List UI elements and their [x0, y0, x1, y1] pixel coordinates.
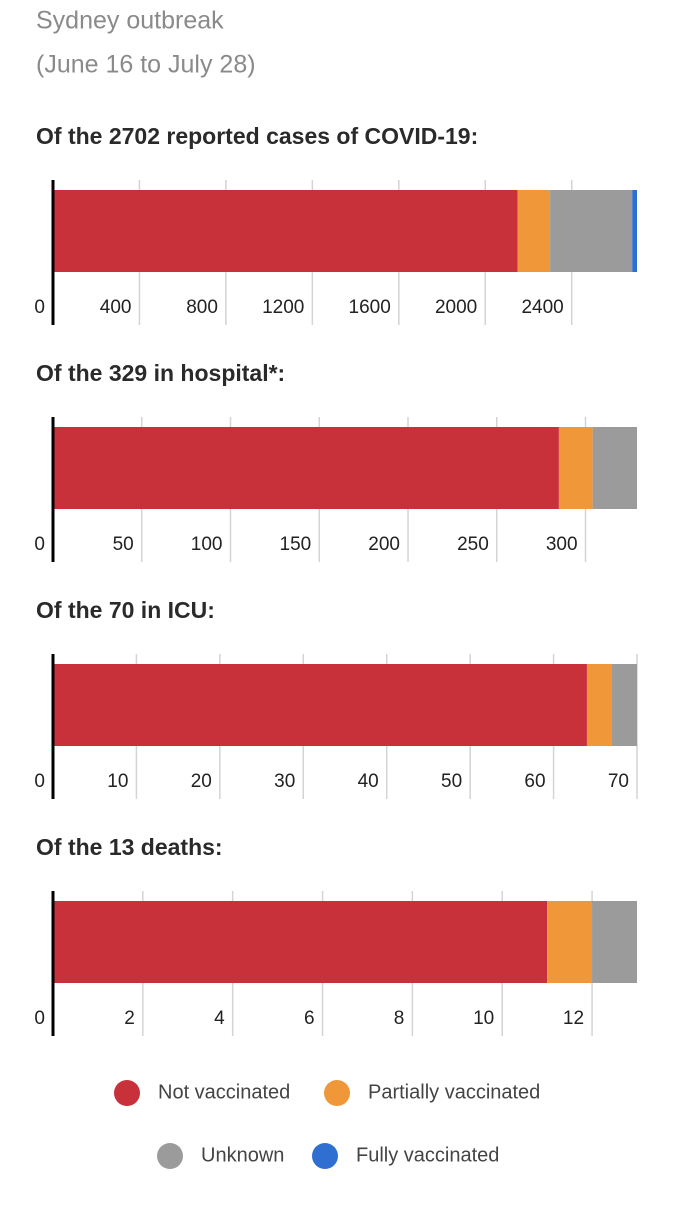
- x-tick-label: 40: [358, 771, 379, 792]
- x-tick-label: 6: [304, 1008, 315, 1029]
- legend-marker: [324, 1080, 350, 1106]
- x-tick-label: 50: [441, 771, 462, 792]
- x-tick-label: 1200: [262, 297, 304, 318]
- x-tick-label: 10: [107, 771, 128, 792]
- bar-segment: [53, 427, 559, 509]
- x-tick-label: 100: [191, 534, 223, 555]
- x-tick-label: 1600: [349, 297, 391, 318]
- chart-title: Of the 70 in ICU:: [36, 597, 215, 623]
- bar-segment: [53, 664, 587, 746]
- page-title: Sydney outbreak: [36, 7, 224, 35]
- x-tick-label: 12: [563, 1008, 584, 1029]
- x-tick-label: 0: [34, 771, 45, 792]
- x-tick-label: 0: [34, 1008, 45, 1029]
- legend-label: Partially vaccinated: [368, 1081, 540, 1103]
- x-tick-label: 300: [546, 534, 578, 555]
- x-tick-label: 20: [191, 771, 212, 792]
- chart-title: Of the 329 in hospital*:: [36, 360, 285, 386]
- bar-segment: [592, 427, 637, 509]
- x-tick-label: 50: [113, 534, 134, 555]
- chart-title: Of the 13 deaths:: [36, 834, 223, 860]
- legend-marker: [312, 1143, 338, 1169]
- x-tick-label: 70: [608, 771, 629, 792]
- bar-segment: [547, 901, 593, 983]
- chart-title: Of the 2702 reported cases of COVID-19:: [36, 123, 478, 149]
- page-subtitle: (June 16 to July 28): [36, 51, 256, 79]
- x-tick-label: 250: [457, 534, 489, 555]
- legend-marker: [114, 1080, 140, 1106]
- x-tick-label: 8: [394, 1008, 405, 1029]
- x-tick-label: 0: [34, 297, 45, 318]
- x-tick-label: 200: [368, 534, 400, 555]
- x-tick-label: 10: [473, 1008, 494, 1029]
- x-tick-label: 30: [274, 771, 295, 792]
- bar-segment: [53, 190, 518, 272]
- legend-label: Not vaccinated: [158, 1081, 290, 1103]
- charts: Of the 2702 reported cases of COVID-19: 0…: [34, 123, 638, 1036]
- bar-segment: [586, 664, 612, 746]
- x-tick-label: 0: [34, 534, 45, 555]
- x-tick-label: 2000: [435, 297, 477, 318]
- bar-segment: [632, 190, 637, 272]
- bar-segment: [517, 190, 551, 272]
- bar-segment: [53, 901, 548, 983]
- x-tick-label: 2: [124, 1008, 135, 1029]
- legend-label: Fully vaccinated: [356, 1144, 499, 1166]
- legend-label: Unknown: [201, 1144, 284, 1166]
- bar-segment: [550, 190, 633, 272]
- bar-segment: [558, 427, 593, 509]
- x-tick-label: 2400: [521, 297, 563, 318]
- x-tick-label: 4: [214, 1008, 225, 1029]
- x-tick-label: 150: [280, 534, 312, 555]
- legend-marker: [157, 1143, 183, 1169]
- x-tick-label: 800: [186, 297, 218, 318]
- x-tick-label: 60: [524, 771, 545, 792]
- bar-segment: [592, 901, 637, 983]
- bar-segment: [611, 664, 637, 746]
- x-tick-label: 400: [100, 297, 132, 318]
